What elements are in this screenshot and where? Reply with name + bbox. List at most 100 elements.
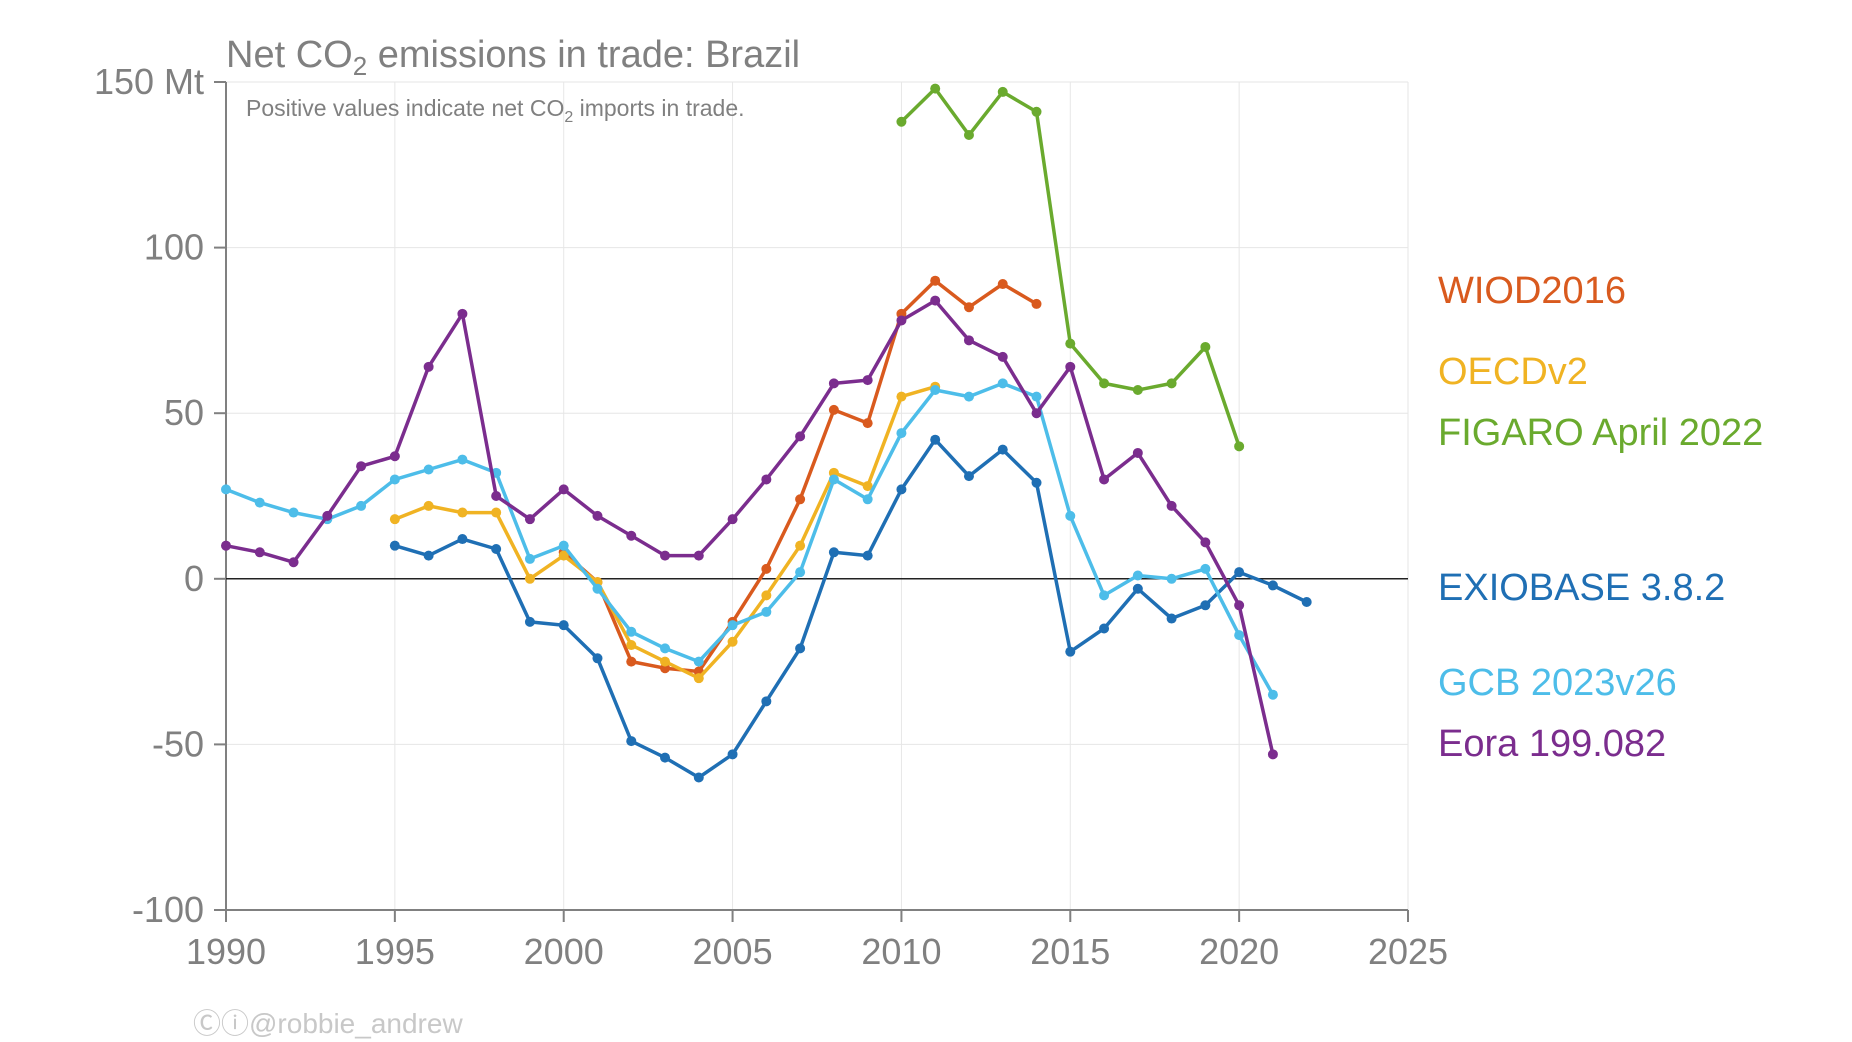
data-point: [389, 451, 400, 462]
tick-labels: -100 -50 0 50 100 150 Mt 1990 1995 2000 2005 2010 2…: [94, 61, 1763, 972]
data-point: [356, 461, 367, 472]
data-point: [1267, 689, 1278, 700]
data-point: [457, 507, 468, 518]
data-point: [896, 484, 907, 495]
data-point: [828, 404, 839, 415]
axes: [214, 81, 1409, 922]
data-point: [930, 275, 941, 286]
data-point: [997, 279, 1008, 290]
y-tick-label: 0: [184, 558, 204, 599]
data-point: [896, 391, 907, 402]
data-point: [761, 563, 772, 574]
data-point: [828, 474, 839, 485]
data-point: [795, 567, 806, 578]
series-layer: [221, 83, 1312, 783]
data-point: [1099, 378, 1110, 389]
data-point: [1031, 106, 1042, 117]
data-point: [524, 573, 535, 584]
data-point: [1166, 613, 1177, 624]
data-point: [592, 653, 603, 664]
data-point: [1031, 391, 1042, 402]
data-point: [1200, 341, 1211, 352]
data-point: [254, 547, 265, 558]
y-tick-label: 50: [164, 392, 204, 433]
data-point: [997, 86, 1008, 97]
data-point: [1234, 441, 1245, 452]
data-point: [1031, 477, 1042, 488]
data-point: [963, 471, 974, 482]
x-tick-label: 2010: [861, 931, 941, 972]
data-point: [963, 129, 974, 140]
data-point: [558, 620, 569, 631]
data-point: [1065, 646, 1076, 657]
data-point: [1132, 447, 1143, 458]
data-point: [626, 640, 637, 651]
series-line: [393, 384, 937, 680]
data-point: [997, 351, 1008, 362]
data-point: [862, 375, 873, 386]
legend-label: WIOD2016: [1438, 270, 1626, 312]
data-point: [896, 116, 907, 127]
x-tick-label: 2005: [693, 931, 773, 972]
data-point: [795, 494, 806, 505]
data-point: [592, 583, 603, 594]
chart-subtitle: Positive values indicate net CO2 imports…: [246, 95, 745, 126]
data-point: [727, 749, 738, 760]
data-point: [288, 507, 299, 518]
data-point: [592, 510, 603, 521]
data-point: [1065, 510, 1076, 521]
data-point: [828, 378, 839, 389]
data-point: [322, 510, 333, 521]
data-point: [626, 530, 637, 541]
y-tick-label: 100: [144, 227, 204, 268]
data-point: [1200, 600, 1211, 611]
series-gcb-2023v26: [221, 378, 1278, 700]
data-point: [1234, 600, 1245, 611]
data-point: [828, 547, 839, 558]
data-point: [457, 534, 468, 545]
data-point: [1099, 474, 1110, 485]
legend-label: FIGARO April 2022: [1438, 412, 1763, 454]
data-point: [862, 481, 873, 492]
data-point: [558, 550, 569, 561]
data-point: [660, 643, 671, 654]
data-point: [1267, 749, 1278, 760]
data-point: [1234, 567, 1245, 578]
data-point: [457, 454, 468, 465]
data-point: [727, 514, 738, 525]
data-point: [761, 590, 772, 601]
data-point: [1200, 537, 1211, 548]
legend-label: OECDv2: [1438, 351, 1588, 393]
data-point: [693, 772, 704, 783]
data-point: [761, 606, 772, 617]
data-point: [862, 418, 873, 429]
chart-title: Net CO2 emissions in trade: Brazil: [226, 34, 800, 81]
data-point: [997, 378, 1008, 389]
legend-label: EXIOBASE 3.8.2: [1438, 567, 1725, 609]
data-point: [254, 497, 265, 508]
data-point: [491, 507, 502, 518]
data-point: [930, 385, 941, 396]
data-point: [1031, 408, 1042, 419]
data-point: [761, 474, 772, 485]
data-point: [558, 484, 569, 495]
data-point: [288, 557, 299, 568]
data-point: [558, 540, 569, 551]
series-line: [393, 437, 1309, 780]
data-point: [727, 636, 738, 647]
x-tick-label: 1995: [355, 931, 435, 972]
data-point: [930, 83, 941, 94]
data-point: [423, 361, 434, 372]
data-point: [727, 620, 738, 631]
x-tick-label: 2025: [1368, 931, 1448, 972]
data-point: [997, 444, 1008, 455]
data-point: [423, 464, 434, 475]
data-point: [1065, 361, 1076, 372]
data-point: [1065, 338, 1076, 349]
data-point: [1132, 385, 1143, 396]
data-point: [1301, 596, 1312, 607]
legend-label: Eora 199.082: [1438, 723, 1666, 765]
data-point: [1031, 298, 1042, 309]
data-point: [1200, 563, 1211, 574]
